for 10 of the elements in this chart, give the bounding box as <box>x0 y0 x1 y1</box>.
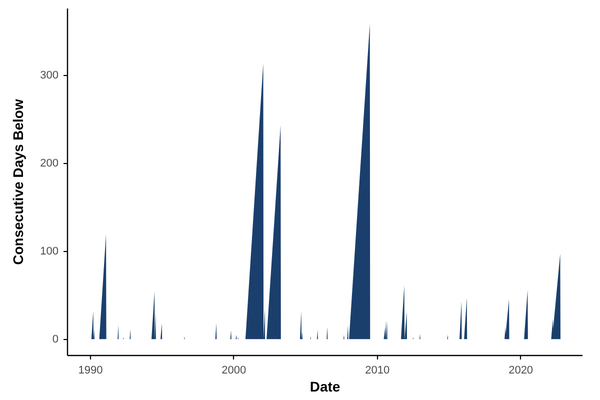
y-tick-label: 0 <box>52 334 58 346</box>
x-tick-label: 1990 <box>78 364 103 376</box>
x-tick-label: 2010 <box>365 364 390 376</box>
x-tick-label: 2020 <box>508 364 534 376</box>
y-tick-label: 100 <box>40 246 58 258</box>
x-axis-title: Date <box>310 378 340 394</box>
y-tick-label: 200 <box>40 158 58 170</box>
y-tick-label: 300 <box>40 69 58 82</box>
x-tick-label: 2000 <box>222 364 246 376</box>
y-axis-title: Consecutive Days Below <box>10 99 26 265</box>
